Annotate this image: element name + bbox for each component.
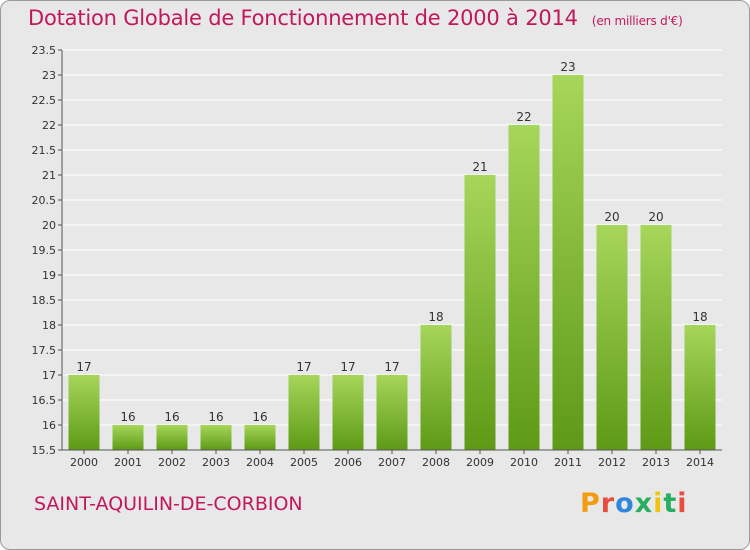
logo-letter: r <box>600 488 616 519</box>
bar-2014 <box>684 325 716 450</box>
proxiti-logo: Proxiti <box>580 488 688 519</box>
y-tick-label: 23 <box>42 69 56 82</box>
logo-letter: i <box>653 488 664 519</box>
bar-2003 <box>200 425 232 450</box>
x-tick-label: 2003 <box>202 456 230 469</box>
x-tick-label: 2008 <box>422 456 450 469</box>
bar-2008 <box>420 325 452 450</box>
bar-2006 <box>332 375 364 450</box>
y-tick-label: 19.5 <box>32 244 57 257</box>
y-tick-label: 20.5 <box>32 194 57 207</box>
x-tick-label: 2013 <box>642 456 670 469</box>
bar-2007 <box>376 375 408 450</box>
y-tick-label: 15.5 <box>32 444 57 457</box>
logo-letter: i <box>677 488 688 519</box>
x-tick-label: 2007 <box>378 456 406 469</box>
logo-letter: o <box>615 488 635 519</box>
y-tick-label: 16 <box>42 419 56 432</box>
x-tick-label: 2001 <box>114 456 142 469</box>
logo-letter: P <box>580 488 601 519</box>
x-tick-label: 2014 <box>686 456 714 469</box>
bar-2013 <box>640 225 672 450</box>
data-label: 16 <box>164 410 179 424</box>
data-label: 16 <box>208 410 223 424</box>
data-label: 18 <box>428 310 443 324</box>
x-tick-label: 2006 <box>334 456 362 469</box>
bars <box>68 75 716 450</box>
y-tick-label: 21 <box>42 169 56 182</box>
data-labels: 17 16 16 16 16 17 17 17 18 21 22 23 20 20 18 <box>76 60 707 424</box>
y-tick-label: 19 <box>42 269 56 282</box>
x-tick-label: 2004 <box>246 456 274 469</box>
logo-letter: t <box>663 488 678 519</box>
x-tick-label: 2009 <box>466 456 494 469</box>
bar-2012 <box>596 225 628 450</box>
bar-2001 <box>112 425 144 450</box>
y-axis: 15.5 16 16.5 17 17.5 18 18.5 19 19.5 20 20.5 21 21.5… <box>32 44 63 457</box>
x-axis: 2000 2001 2002 2003 2004 2005 2006 2007 2008 2009… <box>62 449 722 469</box>
y-tick-label: 23.5 <box>32 44 57 57</box>
bar-2000 <box>68 375 100 450</box>
data-label: 16 <box>252 410 267 424</box>
bar-2009 <box>464 175 496 450</box>
x-tick-label: 2010 <box>510 456 538 469</box>
data-label: 17 <box>384 360 399 374</box>
data-label: 18 <box>692 310 707 324</box>
bar-2011 <box>552 75 584 450</box>
data-label: 23 <box>560 60 575 74</box>
unit-label: (en milliers d'€) <box>591 14 683 28</box>
data-label: 20 <box>648 210 663 224</box>
y-tick-label: 22.5 <box>32 94 57 107</box>
data-label: 21 <box>472 160 487 174</box>
y-tick-label: 18 <box>42 319 56 332</box>
y-tick-label: 16.5 <box>32 394 57 407</box>
x-tick-label: 2002 <box>158 456 186 469</box>
data-label: 17 <box>296 360 311 374</box>
data-label: 17 <box>76 360 91 374</box>
bar-2010 <box>508 125 540 450</box>
bar-2005 <box>288 375 320 450</box>
x-tick-label: 2011 <box>554 456 582 469</box>
data-label: 22 <box>516 110 531 124</box>
data-label: 20 <box>604 210 619 224</box>
chart-title: Dotation Globale de Fonctionnement de 20… <box>28 6 683 30</box>
y-tick-label: 20 <box>42 219 56 232</box>
bar-2004 <box>244 425 276 450</box>
data-label: 17 <box>340 360 355 374</box>
data-label: 16 <box>120 410 135 424</box>
y-tick-label: 21.5 <box>32 144 57 157</box>
y-tick-label: 17.5 <box>32 344 57 357</box>
y-tick-label: 17 <box>42 369 56 382</box>
bar-2002 <box>156 425 188 450</box>
y-tick-label: 22 <box>42 119 56 132</box>
x-tick-label: 2000 <box>70 456 98 469</box>
x-tick-label: 2012 <box>598 456 626 469</box>
y-tick-label: 18.5 <box>32 294 57 307</box>
x-tick-label: 2005 <box>290 456 318 469</box>
commune-name: SAINT-AQUILIN-DE-CORBION <box>34 493 303 515</box>
logo-letter: x <box>634 488 654 519</box>
